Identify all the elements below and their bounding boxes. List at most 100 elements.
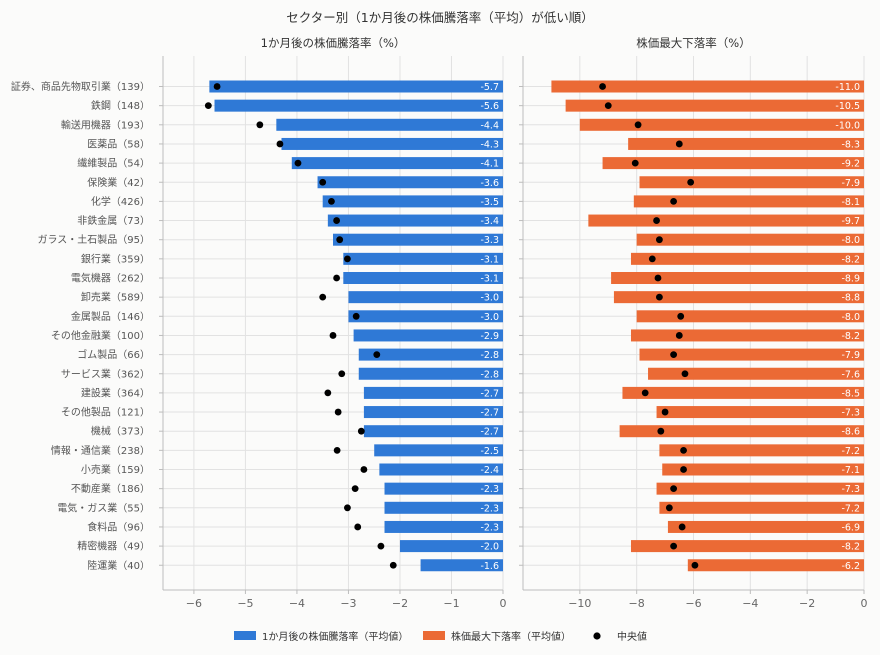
median-point [681,370,689,378]
bar [327,214,503,227]
data-label: -8.3 [841,139,860,150]
median-point [357,427,365,435]
data-label: -2.8 [480,369,499,380]
bar [551,80,864,93]
category-label: 非鉄金属（73） [77,214,150,227]
median-point [665,504,673,512]
data-label: -2.7 [480,388,499,399]
bar [333,233,503,246]
median-point [354,523,362,531]
data-label: -8.6 [841,427,860,438]
bar [363,386,503,399]
median-point [634,121,642,129]
category-label: 小売業（159） [81,463,150,476]
data-label: -8.1 [841,197,860,208]
bar [343,272,503,284]
bar [588,214,864,227]
data-label: -3.4 [480,216,499,227]
category-label: 化学（426） [91,195,150,208]
bar [656,406,864,419]
chart-title: セクター別（1か月後の株価騰落率（平均）が低い順） [286,10,593,25]
median-point [333,446,341,454]
bar [358,367,503,380]
median-point [276,140,284,148]
legend-label-1month-mean: 1か月後の株価騰落率（平均値） [262,630,408,643]
median-point [675,332,683,339]
data-label: -2.8 [480,350,499,361]
median-point [654,274,662,282]
bar [622,386,864,399]
category-label: その他製品（121） [61,406,150,419]
x-tick-label: −6 [685,597,701,610]
median-point [344,504,351,512]
median-point [641,389,649,397]
bar [358,348,503,361]
median-point [653,217,660,224]
median-point [360,466,368,473]
data-label: -8.2 [841,542,860,553]
category-label: 輸送用機器（193） [61,118,150,131]
data-label: -2.9 [480,331,499,342]
data-label: -3.0 [480,293,499,304]
median-point [656,293,663,301]
data-label: -7.1 [841,465,860,476]
median-point [656,236,663,244]
data-label: -9.7 [841,216,860,227]
data-label: -2.3 [480,522,499,533]
category-label: サービス業（362） [61,367,150,380]
bar [374,444,503,457]
median-point [599,83,606,90]
data-label: -3.0 [480,312,499,323]
category-label: 繊維製品（54） [77,157,150,170]
data-label: -6.9 [841,522,860,533]
data-label: -10.0 [835,120,860,131]
category-label: 保険業（42） [87,176,150,189]
legend-label-median: 中央値 [617,630,647,643]
bar [630,252,864,265]
category-label: 電気機器（262） [71,272,150,285]
median-point [338,370,346,378]
median-point [204,102,212,110]
category-label: 陸運業（40） [87,559,150,572]
bar [611,272,864,284]
data-label: -7.9 [841,350,860,361]
panel-1month-return: 1か月後の株価騰落率（%） −6 −5 −4 −3 −2 −1 0 -5.7 -5.6 -4.4 -4… [159,36,507,610]
bar [659,444,864,457]
median-point [670,485,678,493]
panel-title: 1か月後の株価騰落率（%） [261,36,406,50]
data-label: -2.7 [480,408,499,419]
bar [648,367,864,380]
median-point [680,466,687,473]
x-tick-label: −3 [340,597,356,610]
data-label: -6.2 [841,561,860,572]
category-label: 建設業（364） [81,386,150,399]
data-label: -4.3 [480,139,499,150]
data-label: -7.6 [841,369,860,380]
category-label: 食料品（96） [87,520,150,533]
data-label: -8.5 [841,388,860,399]
median-point [351,485,359,493]
category-label: 卸売業（589） [81,291,150,304]
median-point [377,542,385,550]
median-point [678,523,686,531]
bar [636,310,864,323]
data-label: -8.8 [841,293,860,304]
bar [659,501,864,514]
bar [348,310,503,323]
median-point [336,236,344,244]
median-point [687,178,695,186]
median-point [657,427,665,435]
data-label: -2.0 [480,542,499,553]
bar [662,463,864,476]
data-label: -9.2 [841,159,860,170]
data-label: -7.3 [841,408,860,419]
bar [633,195,864,208]
bar [317,176,503,189]
data-label: -8.2 [841,254,860,265]
bar [384,501,503,514]
median-point [675,140,683,148]
data-label: -2.3 [480,484,499,495]
data-label: -8.9 [841,274,860,285]
bar [281,137,503,150]
